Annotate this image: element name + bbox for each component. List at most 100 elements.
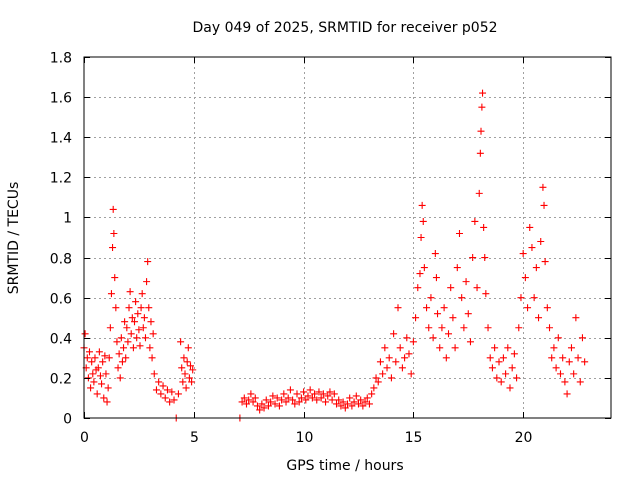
data-point (275, 402, 283, 410)
data-point (95, 348, 103, 356)
data-point (431, 250, 439, 258)
data-point (157, 390, 165, 398)
y-tick-label: 0.6 (50, 292, 72, 308)
data-point (495, 358, 503, 366)
data-point (168, 388, 176, 396)
data-point (289, 396, 297, 404)
data-point (106, 324, 114, 332)
data-point (486, 354, 494, 362)
data-point (432, 274, 440, 282)
data-points-layer (80, 89, 589, 422)
data-point (407, 370, 415, 378)
data-point (107, 290, 115, 298)
data-point (123, 324, 131, 332)
data-point (524, 304, 532, 312)
data-point (98, 380, 106, 388)
y-axis-label: SRMTID / TECUs (6, 182, 22, 295)
data-point (412, 314, 420, 322)
data-point (100, 394, 108, 402)
data-point (109, 205, 117, 213)
data-point (271, 400, 279, 408)
data-point (576, 378, 584, 386)
data-point (177, 338, 185, 346)
data-point (269, 392, 277, 400)
data-point (354, 400, 362, 408)
data-point (449, 314, 457, 322)
data-point (471, 217, 479, 225)
data-point (357, 396, 365, 404)
data-point (84, 374, 92, 382)
data-point (556, 370, 564, 378)
data-point (145, 304, 153, 312)
data-point (521, 274, 529, 282)
data-point (264, 402, 272, 410)
data-point (572, 314, 580, 322)
y-tick-label: 1.2 (50, 171, 72, 187)
data-point (370, 384, 378, 392)
data-point (322, 398, 330, 406)
data-point (124, 338, 132, 346)
data-point (238, 398, 246, 406)
y-tick-label: 0.4 (50, 332, 72, 348)
data-point (508, 364, 516, 372)
data-point (249, 398, 257, 406)
data-point (240, 394, 248, 402)
data-point (139, 324, 147, 332)
data-point (423, 304, 431, 312)
data-point (429, 334, 437, 342)
data-point (385, 354, 393, 362)
data-point (578, 334, 586, 342)
data-point (372, 374, 380, 382)
data-point (297, 394, 305, 402)
data-point (256, 406, 264, 414)
data-point (180, 354, 188, 362)
data-point (554, 334, 562, 342)
data-point (182, 384, 190, 392)
data-point (293, 390, 301, 398)
data-point (149, 330, 157, 338)
data-point (559, 354, 567, 362)
data-point (434, 310, 442, 318)
data-point (502, 370, 510, 378)
data-point (337, 402, 345, 410)
data-point (152, 386, 160, 394)
data-point (438, 324, 446, 332)
data-point (528, 244, 536, 252)
x-tick-label: 15 (405, 430, 423, 446)
data-point (184, 344, 192, 352)
data-point (273, 394, 281, 402)
data-point (178, 364, 186, 372)
data-point (539, 183, 547, 191)
data-point (118, 358, 126, 366)
data-point (150, 370, 158, 378)
data-point (134, 310, 142, 318)
data-point (328, 396, 336, 404)
data-point (550, 344, 558, 352)
data-point (144, 258, 152, 266)
data-point (93, 390, 101, 398)
data-point (146, 344, 154, 352)
data-point (548, 354, 556, 362)
data-point (120, 344, 128, 352)
data-point (574, 354, 582, 362)
data-point (185, 374, 193, 382)
data-point (398, 364, 406, 372)
data-point (530, 294, 538, 302)
data-point (396, 344, 404, 352)
data-point (381, 344, 389, 352)
data-point (348, 402, 356, 410)
data-point (147, 318, 155, 326)
data-point (335, 396, 343, 404)
data-point (258, 400, 266, 408)
data-point (475, 189, 483, 197)
data-point (513, 374, 521, 382)
data-point (137, 304, 145, 312)
data-point (469, 254, 477, 262)
data-point (89, 370, 97, 378)
data-point (447, 284, 455, 292)
data-point (361, 398, 369, 406)
data-point (504, 344, 512, 352)
data-point (379, 370, 387, 378)
data-point (306, 386, 314, 394)
data-point (113, 338, 121, 346)
